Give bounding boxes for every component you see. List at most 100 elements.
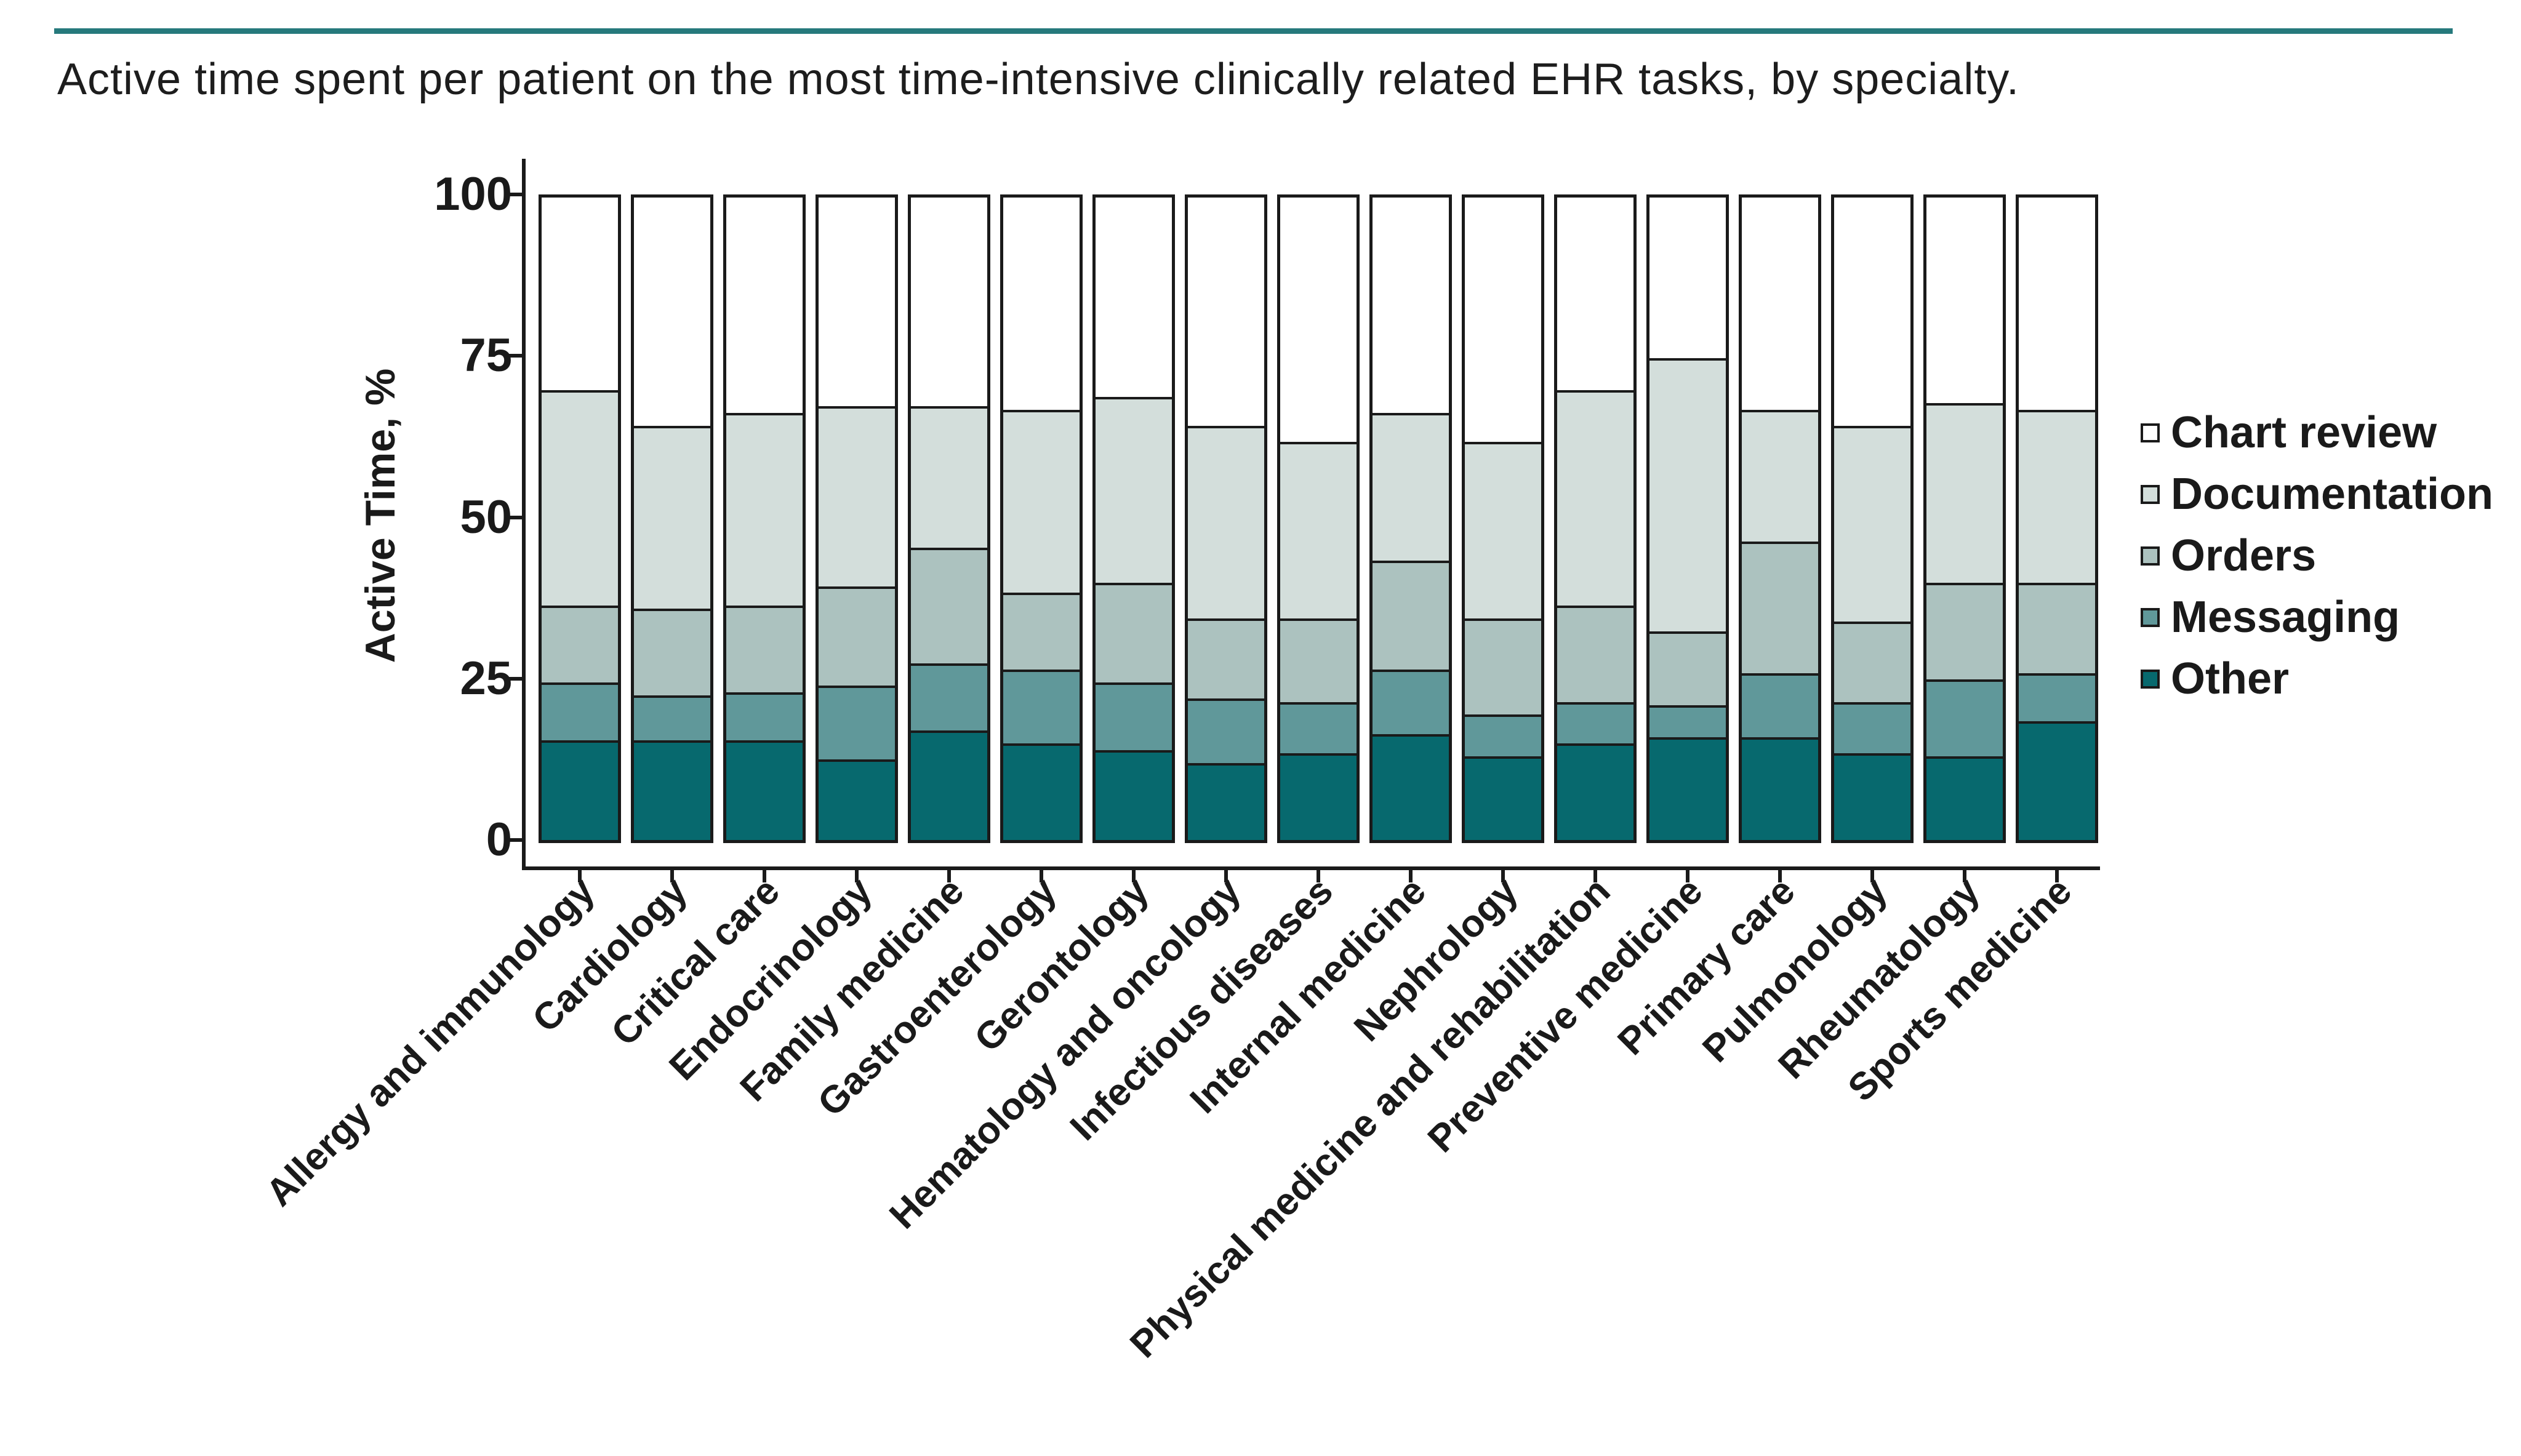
bar-segment-chart-review-gastroenterology xyxy=(1003,198,1080,410)
bar-segment-orders-physical-medicine-and-rehabilitation xyxy=(1557,605,1633,702)
bar-segment-other-family-medicine xyxy=(910,730,987,840)
bar-segment-orders-primary-care xyxy=(1741,541,1818,673)
bar-segment-chart-review-nephrology xyxy=(1464,198,1541,442)
bar-segment-messaging-nephrology xyxy=(1464,714,1541,757)
bar-segment-other-critical-care xyxy=(726,740,803,840)
bar-segment-other-gastroenterology xyxy=(1003,743,1080,840)
y-tick-label-75: 75 xyxy=(460,329,512,382)
x-tick-rheumatology xyxy=(1962,868,1966,882)
bar-segment-other-endocrinology xyxy=(818,759,895,840)
legend-swatch-messaging xyxy=(2141,607,2160,627)
x-axis-spine xyxy=(522,866,2100,870)
bar-segment-documentation-sports-medicine xyxy=(2018,409,2095,583)
bar-segment-documentation-preventive-medicine xyxy=(1649,358,1726,631)
bar-segment-other-nephrology xyxy=(1464,756,1541,840)
bar-rheumatology xyxy=(1923,194,2006,843)
bar-segment-messaging-pulmonology xyxy=(1834,702,1910,754)
bar-segment-documentation-endocrinology xyxy=(818,406,895,586)
bar-segment-documentation-critical-care xyxy=(726,412,803,606)
bar-cardiology xyxy=(630,194,713,843)
bar-segment-other-physical-medicine-and-rehabilitation xyxy=(1557,743,1633,840)
y-tick-50 xyxy=(505,515,522,519)
y-axis-label: Active Time, % xyxy=(357,368,404,663)
bar-hematology-and-oncology xyxy=(1184,194,1267,843)
bar-segment-documentation-primary-care xyxy=(1741,409,1818,542)
bar-segment-other-preventive-medicine xyxy=(1649,737,1726,840)
legend-swatch-orders xyxy=(2141,546,2160,566)
bar-segment-orders-nephrology xyxy=(1464,618,1541,715)
bar-preventive-medicine xyxy=(1646,194,1729,843)
bar-segment-messaging-sports-medicine xyxy=(2018,673,2095,721)
bar-segment-documentation-pulmonology xyxy=(1834,425,1910,622)
bar-segment-messaging-preventive-medicine xyxy=(1649,705,1726,737)
bar-segment-chart-review-gerontology xyxy=(1095,198,1172,397)
x-tick-sports-medicine xyxy=(2054,868,2059,882)
bar-segment-orders-hematology-and-oncology xyxy=(1187,618,1264,699)
bar-physical-medicine-and-rehabilitation xyxy=(1553,194,1637,843)
bar-segment-orders-rheumatology xyxy=(1926,583,2003,679)
bar-segment-messaging-endocrinology xyxy=(818,686,895,760)
x-tick-physical-medicine-and-rehabilitation xyxy=(1593,868,1597,882)
x-tick-preventive-medicine xyxy=(1685,868,1689,882)
bar-gerontology xyxy=(1092,194,1175,843)
bar-internal-medicine xyxy=(1369,194,1452,843)
x-tick-endocrinology xyxy=(854,868,859,882)
bar-segment-other-pulmonology xyxy=(1834,753,1910,840)
bar-segment-orders-internal-medicine xyxy=(1372,560,1449,670)
legend-item-messaging: Messaging xyxy=(2141,595,2400,639)
bar-segment-chart-review-preventive-medicine xyxy=(1649,198,1726,358)
y-tick-label-0: 0 xyxy=(486,814,512,866)
y-tick-25 xyxy=(505,676,522,681)
x-tick-critical-care xyxy=(762,868,766,882)
bar-segment-messaging-internal-medicine xyxy=(1372,670,1449,734)
bar-segment-other-allergy-and-immunology xyxy=(541,740,618,840)
bar-infectious-diseases xyxy=(1277,194,1360,843)
legend-swatch-documentation xyxy=(2141,484,2160,504)
bar-segment-other-cardiology xyxy=(633,740,710,840)
legend-swatch-chart-review xyxy=(2141,423,2160,442)
y-tick-100 xyxy=(505,193,522,196)
bar-segment-other-internal-medicine xyxy=(1372,734,1449,840)
legend-label-messaging: Messaging xyxy=(2171,593,2400,642)
x-tick-hematology-and-oncology xyxy=(1224,868,1228,882)
bar-segment-other-infectious-diseases xyxy=(1280,753,1357,840)
bar-segment-messaging-gerontology xyxy=(1095,682,1172,750)
bar-segment-documentation-gerontology xyxy=(1095,396,1172,583)
bar-segment-messaging-gastroenterology xyxy=(1003,670,1080,744)
bar-segment-chart-review-endocrinology xyxy=(818,198,895,407)
legend-item-chart-review: Chart review xyxy=(2141,410,2437,455)
legend-item-documentation: Documentation xyxy=(2141,472,2493,516)
bar-segment-chart-review-family-medicine xyxy=(910,198,987,407)
x-tick-infectious-diseases xyxy=(1316,868,1320,882)
bar-segment-chart-review-infectious-diseases xyxy=(1280,198,1357,442)
legend-item-other: Other xyxy=(2141,657,2289,701)
bar-segment-orders-preventive-medicine xyxy=(1649,631,1726,705)
bar-segment-orders-allergy-and-immunology xyxy=(541,605,618,683)
bar-segment-other-primary-care xyxy=(1741,737,1818,840)
bar-endocrinology xyxy=(815,194,898,843)
bar-segment-orders-pulmonology xyxy=(1834,622,1910,702)
bar-segment-messaging-hematology-and-oncology xyxy=(1187,698,1264,763)
bar-segment-messaging-primary-care xyxy=(1741,673,1818,737)
bar-nephrology xyxy=(1461,194,1544,843)
bar-segment-messaging-critical-care xyxy=(726,692,803,741)
legend-label-orders: Orders xyxy=(2171,531,2317,580)
bar-segment-documentation-infectious-diseases xyxy=(1280,441,1357,618)
bar-segment-messaging-physical-medicine-and-rehabilitation xyxy=(1557,702,1633,744)
x-tick-internal-medicine xyxy=(1408,868,1413,882)
bar-segment-messaging-rheumatology xyxy=(1926,679,2003,757)
bar-segment-other-hematology-and-oncology xyxy=(1187,762,1264,840)
y-tick-75 xyxy=(505,354,522,358)
bar-segment-orders-cardiology xyxy=(633,609,710,696)
x-tick-family-medicine xyxy=(947,868,951,882)
bar-segment-other-gerontology xyxy=(1095,750,1172,840)
x-tick-gastroenterology xyxy=(1039,868,1043,882)
bar-segment-orders-family-medicine xyxy=(910,547,987,663)
x-tick-nephrology xyxy=(1501,868,1505,882)
bar-segment-messaging-allergy-and-immunology xyxy=(541,682,618,741)
bar-segment-documentation-family-medicine xyxy=(910,406,987,548)
bar-segment-documentation-gastroenterology xyxy=(1003,409,1080,593)
bar-segment-orders-gastroenterology xyxy=(1003,593,1080,670)
bar-segment-messaging-family-medicine xyxy=(910,663,987,731)
x-tick-cardiology xyxy=(670,868,674,882)
